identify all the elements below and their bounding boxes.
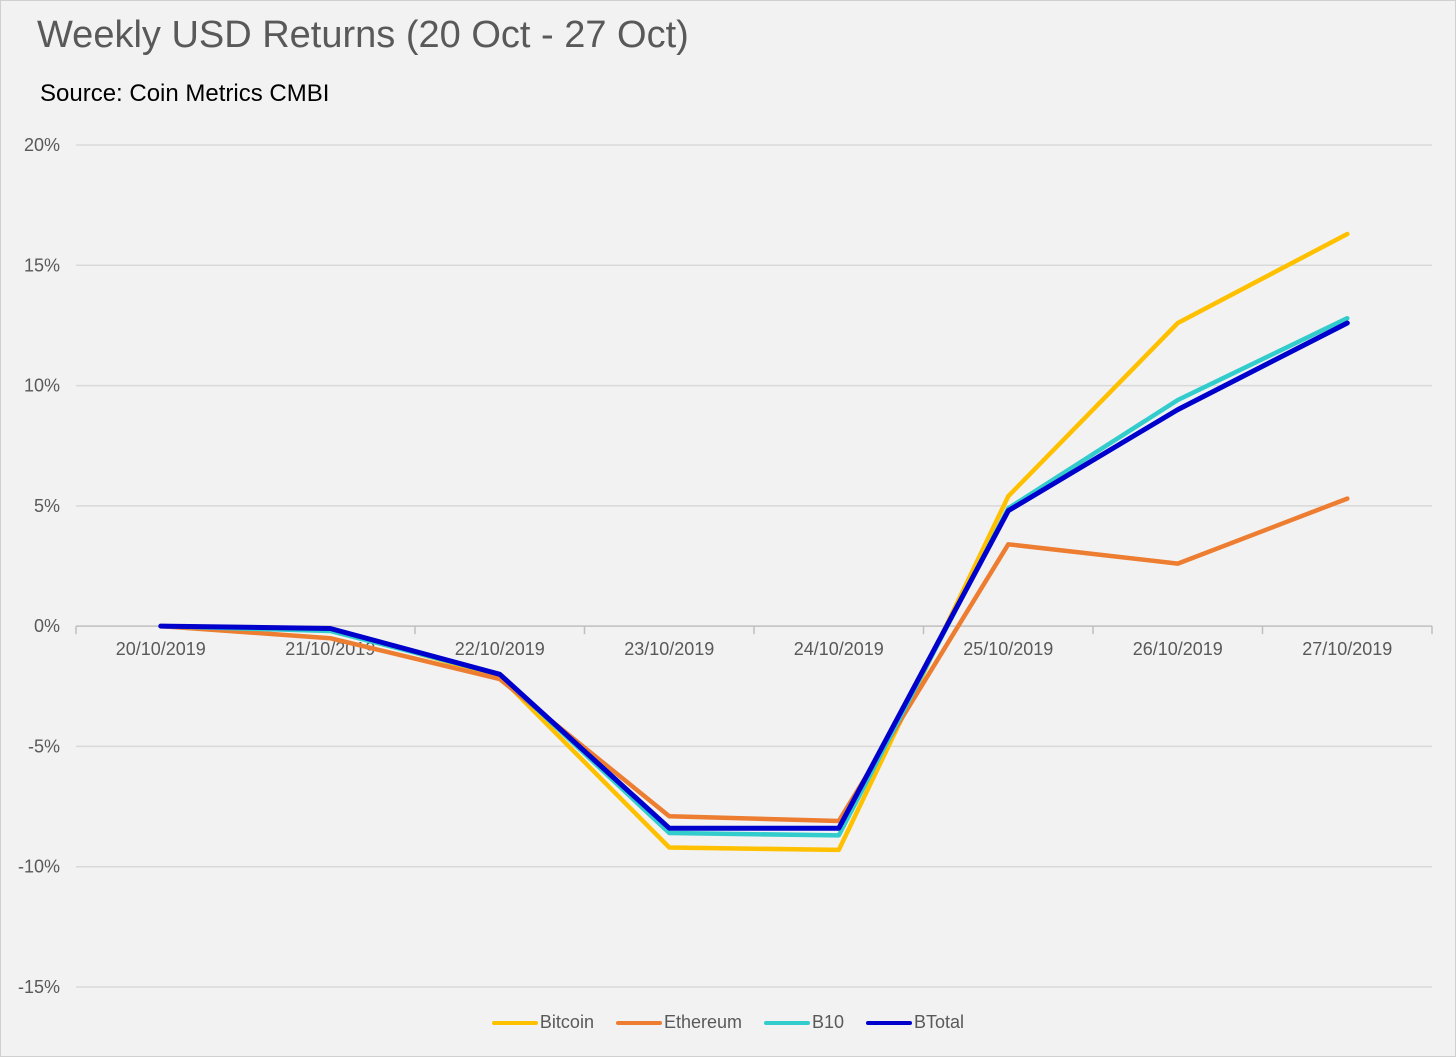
legend-item-b10: B10: [764, 1012, 844, 1033]
x-tick-label: 20/10/2019: [116, 639, 206, 659]
legend-item-bitcoin: Bitcoin: [491, 1012, 594, 1033]
legend-swatch: [615, 1020, 662, 1025]
legend-label: B10: [812, 1012, 845, 1032]
gridlines: [75, 144, 1433, 988]
legend-label: BTotal: [914, 1012, 965, 1032]
x-tick-label: 26/10/2019: [1133, 639, 1223, 659]
y-tick-label: 5%: [34, 496, 60, 516]
legend-label: Ethereum: [663, 1012, 742, 1032]
legend-swatch: [764, 1020, 810, 1025]
legend-swatch: [491, 1020, 538, 1025]
legend-item-btotal: BTotal: [866, 1012, 964, 1033]
series-lines: [158, 231, 1350, 853]
chart-title: Weekly USD Returns (20 Oct - 27 Oct): [37, 14, 689, 56]
chart-subtitle: Source: Coin Metrics CMBI: [40, 80, 330, 107]
series-line-bitcoin: [158, 231, 1350, 853]
y-axis-tick-labels: 20% 15% 10% 5% 0% -5% -10% -15%: [18, 135, 60, 997]
y-tick-label: -15%: [18, 977, 60, 997]
x-tick-label: 27/10/2019: [1302, 639, 1392, 659]
x-tick-label: 22/10/2019: [455, 639, 545, 659]
series-line-btotal: [158, 320, 1350, 831]
y-tick-label: -5%: [28, 736, 60, 756]
series-line-ethereum: [158, 496, 1350, 824]
y-tick-label: 10%: [24, 376, 60, 396]
x-tick-label: 24/10/2019: [794, 639, 884, 659]
y-tick-label: -10%: [18, 857, 60, 877]
x-tick-label: 23/10/2019: [624, 639, 714, 659]
y-tick-label: 0%: [34, 616, 60, 636]
legend: Bitcoin Ethereum B10 BTotal: [0, 1012, 1456, 1033]
y-tick-label: 20%: [24, 135, 60, 155]
x-tick-label: 21/10/2019: [285, 639, 375, 659]
series-line-b10: [158, 315, 1350, 838]
legend-swatch: [866, 1020, 913, 1025]
x-axis-tick-labels: 20/10/2019 21/10/2019 22/10/2019 23/10/2019…: [116, 639, 1393, 659]
y-tick-label: 15%: [24, 255, 60, 275]
legend-label: Bitcoin: [539, 1012, 594, 1032]
x-tick-label: 25/10/2019: [963, 639, 1053, 659]
legend-item-ethereum: Ethereum: [615, 1012, 742, 1033]
